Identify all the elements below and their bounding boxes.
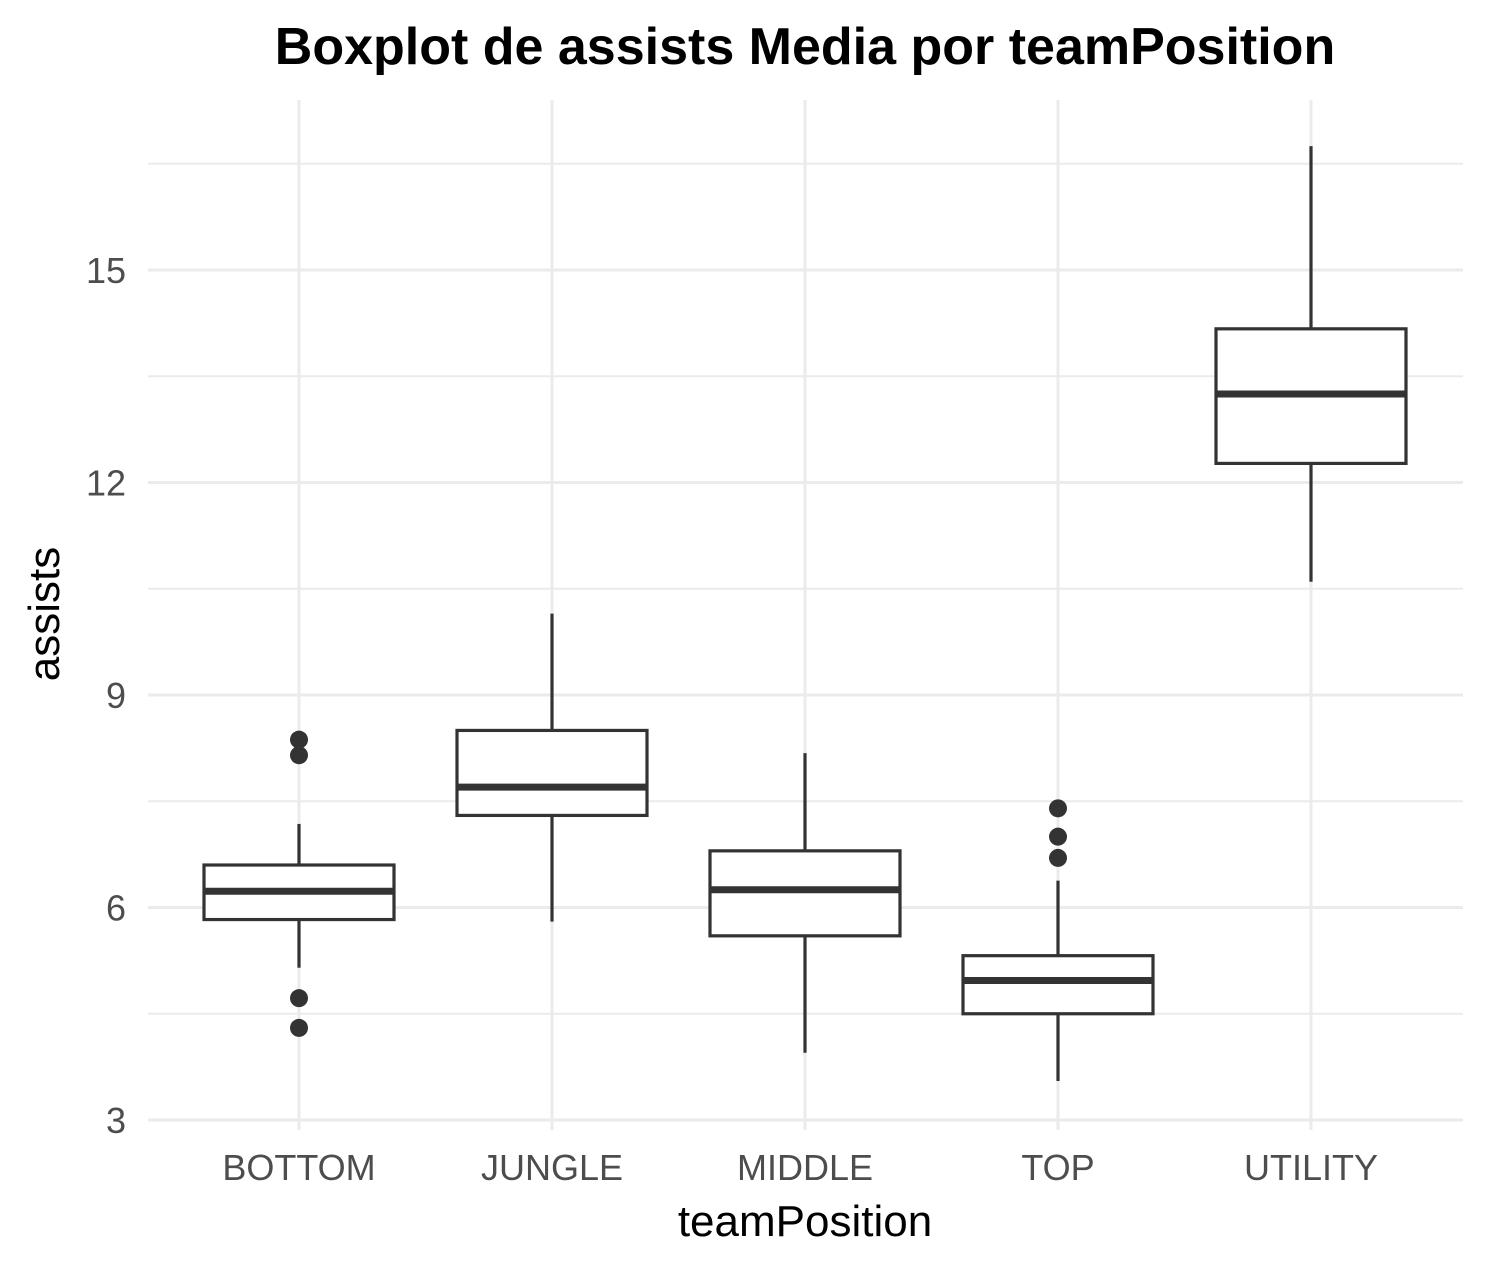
box-iqr	[961, 954, 1155, 1016]
boxes-layer	[202, 146, 1408, 1082]
box-bottom	[202, 730, 396, 1037]
y-tick-label: 9	[106, 675, 126, 716]
outlier-point	[290, 1018, 308, 1037]
box-jungle	[455, 613, 649, 922]
x-tick-label: BOTTOM	[222, 1147, 375, 1188]
outlier-point	[290, 989, 308, 1008]
x-tick-label: JUNGLE	[481, 1147, 623, 1188]
y-tick-label: 6	[106, 888, 126, 929]
y-tick-label: 15	[86, 250, 126, 291]
box-iqr	[708, 849, 902, 938]
outlier-point	[290, 730, 308, 749]
box-middle	[708, 753, 902, 1053]
y-tick-label: 3	[106, 1100, 126, 1141]
outlier-point	[1049, 799, 1067, 818]
x-tick-labels: BOTTOM JUNGLE MIDDLE TOP UTILITY	[222, 1147, 1378, 1188]
outlier-point	[1049, 848, 1067, 867]
y-tick-label: 12	[86, 463, 126, 504]
box-iqr	[455, 728, 649, 818]
box-utility	[1214, 146, 1408, 582]
chart-title: Boxplot de assists Media por teamPositio…	[275, 18, 1335, 76]
box-top	[961, 799, 1155, 1082]
x-tick-label: UTILITY	[1244, 1147, 1378, 1188]
x-tick-label: TOP	[1021, 1147, 1094, 1188]
outlier-point	[1049, 827, 1067, 846]
x-axis-title: teamPosition	[678, 1197, 932, 1246]
x-tick-label: MIDDLE	[737, 1147, 873, 1188]
y-tick-labels: 3 6 9 12 15	[86, 250, 126, 1141]
outlier-point	[290, 746, 308, 765]
y-axis-title: assists	[20, 547, 69, 681]
